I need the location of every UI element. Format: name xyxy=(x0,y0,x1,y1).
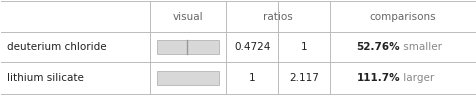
Text: smaller: smaller xyxy=(400,42,442,52)
Text: 1: 1 xyxy=(249,73,256,83)
Text: 1: 1 xyxy=(301,42,307,52)
FancyBboxPatch shape xyxy=(157,71,219,85)
Text: 111.7%: 111.7% xyxy=(357,73,400,83)
Text: deuterium chloride: deuterium chloride xyxy=(7,42,107,52)
Text: 0.4724: 0.4724 xyxy=(234,42,270,52)
Text: visual: visual xyxy=(173,12,204,22)
Text: larger: larger xyxy=(400,73,434,83)
Text: 52.76%: 52.76% xyxy=(357,42,400,52)
Text: 2.117: 2.117 xyxy=(289,73,319,83)
FancyBboxPatch shape xyxy=(157,40,219,54)
Text: comparisons: comparisons xyxy=(369,12,436,22)
Text: ratios: ratios xyxy=(263,12,293,22)
Text: lithium silicate: lithium silicate xyxy=(7,73,84,83)
